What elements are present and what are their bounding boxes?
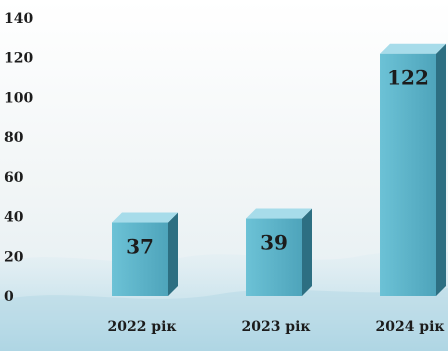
y-tick-label: 140 bbox=[4, 11, 33, 27]
bar: 122 bbox=[380, 43, 446, 296]
bar-top bbox=[246, 208, 312, 219]
bar-value-label: 122 bbox=[387, 66, 429, 90]
bar-front bbox=[112, 222, 168, 296]
bar-side bbox=[436, 43, 446, 296]
y-tick-label: 120 bbox=[4, 51, 33, 67]
x-category-label: 2022 рік bbox=[107, 319, 176, 335]
x-axis: 2022 рік 2023 рік 2024 рік bbox=[107, 319, 444, 335]
water-wave-decoration bbox=[0, 288, 448, 351]
y-tick-label: 80 bbox=[4, 130, 24, 146]
bars: 37 39 122 bbox=[112, 43, 446, 296]
bar-value-label: 37 bbox=[126, 235, 154, 259]
bar-top bbox=[380, 43, 446, 54]
bar: 39 bbox=[246, 208, 312, 296]
bar-front bbox=[246, 218, 302, 296]
y-tick-label: 40 bbox=[4, 210, 24, 226]
x-category-label: 2023 рік bbox=[241, 319, 310, 335]
x-category-label: 2024 рік bbox=[375, 319, 444, 335]
bar-side bbox=[168, 212, 178, 296]
bar-side bbox=[302, 208, 312, 296]
y-tick-label: 60 bbox=[4, 170, 24, 186]
y-tick-label: 100 bbox=[4, 90, 33, 106]
bar-value-label: 39 bbox=[260, 231, 288, 255]
y-tick-label: 20 bbox=[4, 249, 24, 265]
y-axis: 0 20 40 60 80 100 120 140 bbox=[4, 11, 33, 305]
y-tick-label: 0 bbox=[4, 289, 14, 305]
bar: 37 bbox=[112, 212, 178, 296]
bar-top bbox=[112, 212, 178, 223]
bar-front bbox=[380, 53, 436, 296]
